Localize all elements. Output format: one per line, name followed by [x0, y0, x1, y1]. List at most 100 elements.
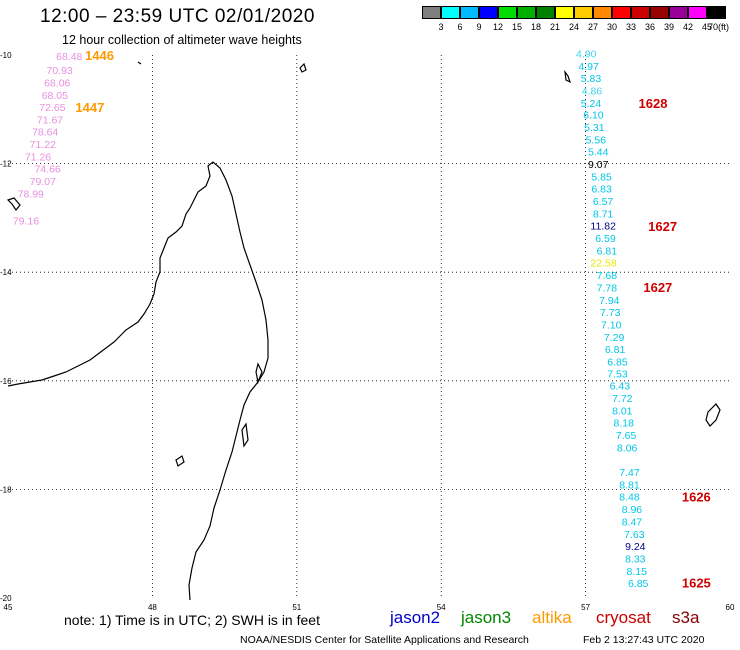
wave-height-label: 4.86	[582, 85, 603, 97]
wave-height-label: 6.10	[583, 110, 604, 122]
lon-tick-label: 57	[581, 603, 590, 610]
lat-tick-label: -18	[0, 485, 12, 494]
pass-time-label: 1627	[648, 219, 677, 234]
legend-swatch	[612, 6, 631, 19]
grid-lines	[8, 55, 730, 598]
wave-height-label: 79.07	[30, 176, 56, 188]
legend-swatch	[536, 6, 555, 19]
wave-height-label: 7.10	[601, 319, 622, 331]
wave-height-label: 5.31	[584, 122, 605, 134]
wave-height-label: 7.65	[616, 430, 637, 442]
wave-height-label: 74.66	[34, 163, 60, 175]
wave-height-label: 8.01	[612, 406, 633, 418]
legend-label: 15	[511, 22, 523, 32]
wave-height-label: 6.81	[605, 344, 626, 356]
wave-height-label: 4.90	[576, 48, 597, 60]
legend-swatch	[498, 6, 517, 19]
pass-time-label: 1447	[75, 100, 104, 115]
satellite-name: s3a	[672, 608, 700, 627]
wave-height-label: 71.67	[37, 115, 63, 127]
legend-label: 12	[492, 22, 504, 32]
wave-height-label: 7.47	[619, 467, 640, 479]
pass-time-label: 1446	[85, 48, 114, 63]
legend-swatch	[422, 6, 441, 19]
coastline	[6, 61, 721, 601]
legend-swatch	[441, 6, 460, 19]
legend-label: 3	[438, 22, 444, 32]
lat-tick-label: -14	[0, 268, 12, 277]
wave-height-label: 70.93	[47, 65, 73, 77]
wave-height-label: 7.73	[600, 307, 621, 319]
lat-tick-label: -20	[0, 594, 12, 603]
pass-time-label: 1625	[682, 575, 711, 590]
legend-label: 45	[701, 22, 713, 32]
pass-time-label: 1627	[643, 280, 672, 295]
wave-height-label: 6.43	[610, 381, 631, 393]
legend-swatch	[707, 6, 726, 19]
wave-height-label: 8.47	[622, 516, 643, 528]
legend-label: 9	[476, 22, 482, 32]
wave-height-label: 22.58	[590, 257, 616, 269]
wave-height-label: 79.16	[13, 216, 39, 228]
wave-height-label: 8.48	[619, 491, 640, 503]
satellite-name: jason3	[461, 608, 512, 627]
wave-height-label: 7.29	[604, 332, 625, 344]
wave-height-label: 7.68	[597, 270, 618, 282]
generated-timestamp: Feb 2 13:27:43 UTC 2020	[583, 634, 705, 646]
wave-height-label: 68.48	[56, 51, 82, 63]
legend-swatch	[574, 6, 593, 19]
wave-height-label: 7.72	[612, 393, 633, 405]
satellite-name: jason2	[390, 608, 441, 627]
wave-height-label: 8.33	[625, 553, 646, 565]
legend-swatch	[479, 6, 498, 19]
legend-swatch	[517, 6, 536, 19]
legend-label: 70	[707, 22, 719, 32]
wave-height-label: 7.53	[607, 369, 628, 381]
legend-label: 6	[457, 22, 463, 32]
wave-height-label: 71.26	[25, 152, 51, 164]
wave-height-label: 9.07	[588, 159, 609, 171]
wave-height-label: 71.22	[30, 139, 56, 151]
credit-line: NOAA/NESDIS Center for Satellite Applica…	[240, 634, 529, 646]
wave-height-label: 8.15	[627, 566, 648, 578]
wave-height-label: 7.78	[597, 282, 618, 294]
wave-height-label: 4.97	[578, 61, 599, 73]
legend-label: 39	[663, 22, 675, 32]
pass-time-label: 1626	[682, 490, 711, 505]
chart-subtitle: 12 hour collection of altimeter wave hei…	[62, 33, 302, 47]
wave-height-label: 5.85	[591, 172, 612, 184]
wave-height-label: 6.85	[628, 578, 649, 590]
lon-tick-label: 51	[292, 603, 301, 610]
wave-height-label: 8.71	[593, 209, 614, 221]
pass-time-label: 1628	[639, 96, 668, 111]
lat-tick-label: -12	[0, 160, 12, 169]
satellite-name: cryosat	[596, 608, 651, 627]
wave-height-label: 6.59	[595, 233, 616, 245]
wave-height-label: 78.99	[18, 188, 44, 200]
wave-height-label: 6.83	[591, 184, 612, 196]
wave-height-label: 11.82	[590, 221, 616, 233]
wave-height-label: 5.56	[586, 135, 607, 147]
legend-label: 24	[568, 22, 580, 32]
lat-tick-label: -10	[0, 51, 12, 60]
lat-tick-label: -16	[0, 377, 12, 386]
wave-height-label: 9.24	[625, 541, 646, 553]
wave-height-label: 68.06	[44, 78, 70, 90]
wave-height-label: 78.64	[32, 127, 58, 139]
legend-label: 33	[625, 22, 637, 32]
legend-label: 18	[530, 22, 542, 32]
legend-swatch	[631, 6, 650, 19]
legend-unit: (ft)	[718, 22, 729, 32]
lon-tick-label: 48	[148, 603, 157, 610]
wave-height-label: 8.96	[622, 504, 643, 516]
wave-height-label: 8.06	[617, 443, 638, 455]
lon-tick-label: 60	[726, 603, 735, 610]
wave-height-label: 6.85	[607, 356, 628, 368]
axis-tick-labels: 45 48 51 54 57 60 -10 -12 -14 -16 -18 -20	[0, 51, 735, 610]
wave-height-map: 45 48 51 54 57 60 -10 -12 -14 -16 -18 -20 68.48 70.9…	[0, 48, 735, 610]
legend-swatch	[555, 6, 574, 19]
wave-height-label: 7.94	[599, 295, 620, 307]
wave-height-label: 5.24	[581, 98, 602, 110]
lon-tick-label: 54	[437, 603, 446, 610]
legend-label: 27	[587, 22, 599, 32]
